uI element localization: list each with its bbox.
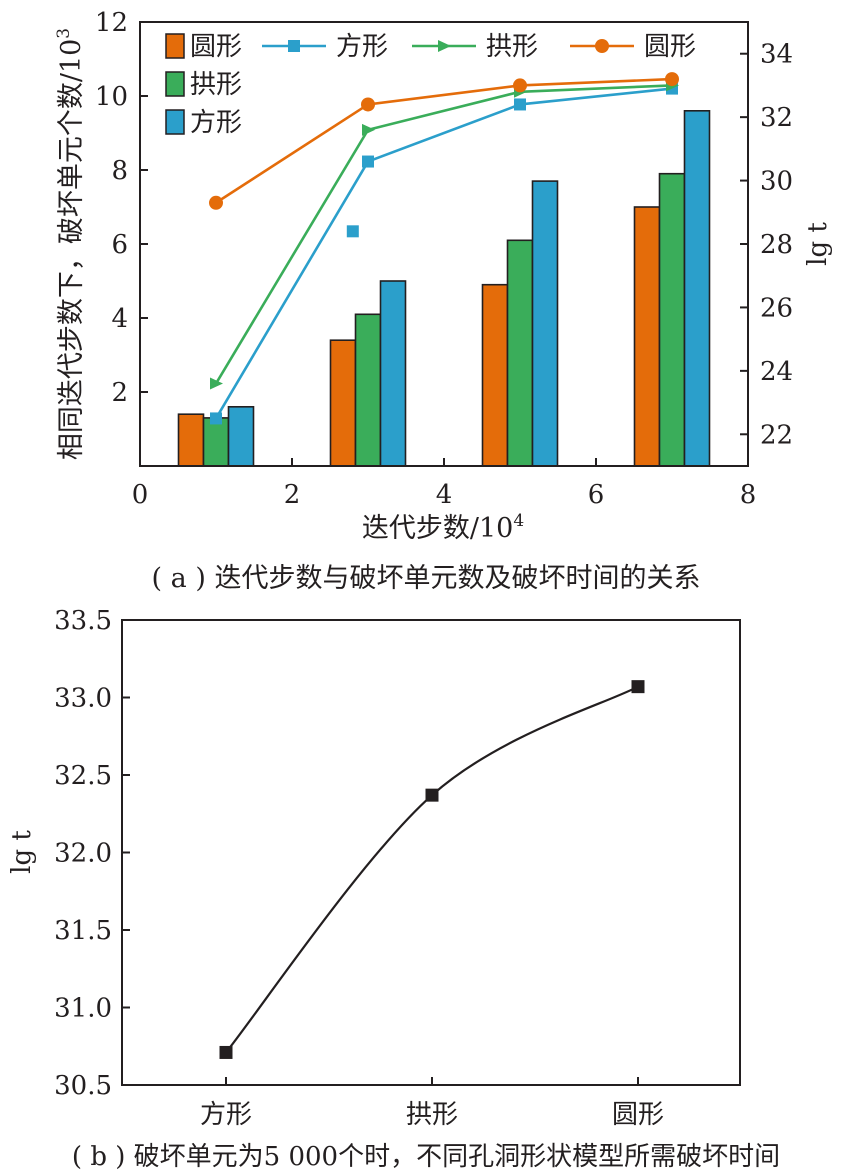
chart-a-y-right-tick-label: 30: [760, 167, 793, 197]
chart-a-ylabel-left: 相同迭代步数下，破坏单元个数/103: [54, 28, 87, 460]
chart-b-point: [425, 788, 439, 802]
chart-a-y-left-tick-label: 10: [95, 82, 128, 112]
chart-b-point: [631, 680, 645, 694]
chart-a-bar: [481, 283, 509, 467]
chart-a-point: [362, 155, 374, 168]
chart-a-point: [362, 123, 375, 136]
chart-a-legend-bar-swatch: [165, 71, 185, 97]
chart-b-ylabel: lg t: [7, 830, 37, 874]
chart-a-y-right-tick-label: 26: [760, 293, 793, 323]
chart-b-y-tick-label: 30.5: [54, 1071, 112, 1101]
chart-b-axes: 30.5 31.0 31.5 32.0 32.5 33.0 33.5 方形 拱形 圆形: [54, 606, 664, 1130]
chart-a-legend-bar-label: 拱形: [190, 70, 242, 100]
chart-a-bar: [177, 413, 205, 467]
chart-b-y-tick-label: 33.0: [54, 684, 112, 714]
chart-a-point: [210, 377, 223, 390]
chart-a-y-right-tick-label: 22: [760, 420, 793, 450]
chart-a-series-line: [214, 87, 673, 420]
chart-a-point: [209, 195, 223, 210]
chart-a-x-tick-label: 6: [588, 480, 605, 510]
chart-a-y-right-tick-label: 32: [760, 103, 793, 133]
chart-a-y-right-tick-label: 34: [760, 40, 793, 70]
chart-a-legend-bar-swatch: [165, 33, 185, 59]
chart-a-point: [513, 78, 527, 93]
chart-a-bar: [379, 280, 407, 467]
chart-a-bar: [658, 172, 686, 467]
chart-a-y-left-tick-label: 6: [111, 230, 128, 260]
chart-a-legend-line-marker: [595, 39, 609, 53]
chart-b-y-tick-label: 31.5: [54, 916, 112, 946]
chart-a-y-left-tick-label: 2: [111, 378, 128, 408]
chart-a-legend-bar-label: 方形: [190, 108, 242, 138]
chart-a-legend-line-label: 圆形: [644, 32, 696, 62]
chart-b-y-tick-label: 32.0: [54, 839, 112, 869]
chart-a-caption: ( a ) 迭代步数与破坏单元数及破坏时间的关系: [151, 563, 701, 594]
chart-a-legend-bar-label: 圆形: [190, 32, 242, 62]
chart-a-bar: [227, 405, 255, 467]
chart-a-x-tick-label: 4: [436, 480, 453, 510]
chart-b-y-tick-label: 33.5: [54, 606, 112, 636]
chart-a-legend-line-label: 方形: [336, 32, 388, 62]
chart-a-x-tick-label: 2: [284, 480, 301, 510]
chart-a-y-left-tick-label: 4: [111, 304, 128, 334]
chart-a-legend-line-label: 拱形: [486, 32, 538, 62]
chart-a-bar: [683, 110, 711, 467]
chart-a-point: [346, 225, 359, 238]
chart-a-y-right-tick-label: 28: [760, 230, 793, 260]
chart-a-x-tick-label: 0: [132, 480, 149, 510]
chart-a-series-line: [214, 84, 673, 385]
chart-a-point: [361, 97, 375, 112]
chart-a-xlabel: 迭代步数/104: [362, 511, 524, 544]
chart-b-y-tick-label: 31.0: [54, 994, 112, 1024]
chart-b-x-tick-label: 拱形: [406, 1100, 458, 1130]
chart-a-bar: [506, 239, 534, 467]
chart-b: 30.5 31.0 31.5 32.0 32.5 33.0 33.5 方形 拱形 圆形 lg t: [7, 606, 741, 1130]
chart-b-caption: ( b ) 破坏单元为5 000个时，不同孔洞形状模型所需破坏时间: [71, 1142, 781, 1172]
chart-a-bar: [329, 339, 357, 467]
chart-b-point: [219, 1045, 233, 1059]
chart-b-x-tick-label: 圆形: [612, 1100, 664, 1130]
chart-a-point: [514, 98, 526, 111]
chart-b-y-tick-label: 32.5: [54, 761, 112, 791]
chart-b-plot-frame: [121, 619, 741, 1086]
chart-a-legend-line-marker: [288, 40, 300, 52]
chart-a-y-right-tick-label: 24: [760, 357, 793, 387]
chart-a-point: [665, 72, 679, 87]
chart-a-y-left-tick-label: 8: [111, 156, 128, 186]
chart-b-x-tick-label: 方形: [200, 1100, 252, 1130]
chart-a-bar: [531, 180, 559, 467]
chart-a-legend-bar-swatch: [165, 109, 185, 135]
chart-a-point: [210, 412, 222, 425]
chart-a-legend-line-marker: [438, 40, 451, 52]
chart-a-bars: [177, 110, 711, 467]
chart-a-bar: [354, 313, 382, 467]
chart-a-lines: [209, 72, 679, 425]
chart-a-bar: [633, 206, 661, 467]
chart-a-x-tick-label: 8: [740, 480, 757, 510]
chart-b-series: [219, 680, 645, 1059]
chart-a-ylabel-right: lg t: [803, 222, 833, 266]
chart-b-series-line: [225, 685, 639, 1054]
chart-a-bar: [202, 417, 230, 467]
chart-a-y-left-tick-label: 12: [95, 8, 128, 38]
chart-a-series-line: [215, 77, 673, 204]
